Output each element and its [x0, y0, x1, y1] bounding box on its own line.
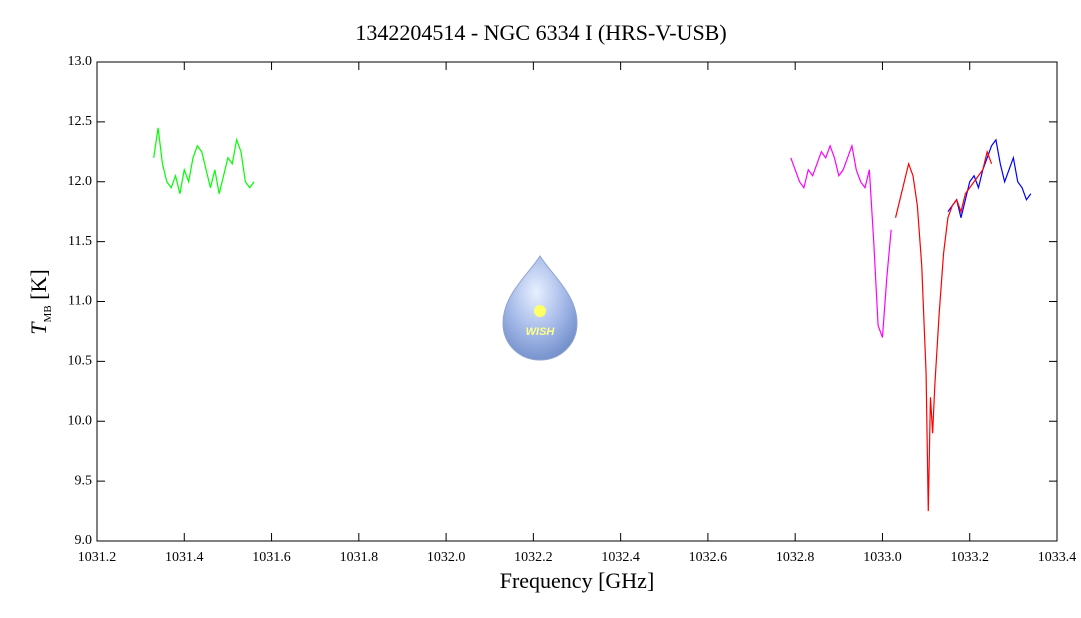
x-tick-label: 1031.8 [340, 550, 379, 565]
x-tick-label: 1031.4 [165, 550, 204, 565]
x-tick-label: 1032.2 [514, 550, 553, 565]
spectrum-line [790, 143, 892, 338]
y-label-subscript: MB [42, 305, 54, 322]
plot-frame [96, 61, 1058, 542]
y-axis-label: TMB [K] [26, 269, 54, 334]
x-tick-label: 1033.0 [863, 550, 902, 565]
x-axis-label: Frequency [GHz] [500, 568, 655, 593]
x-tick-label: 1032.8 [776, 550, 815, 565]
x-tick-label: 1033.2 [950, 550, 989, 565]
x-tick-label: 1032.4 [601, 550, 640, 565]
y-tick-label: 11.0 [68, 294, 92, 309]
x-tick-label: 1032.0 [427, 550, 466, 565]
logo-star [534, 305, 546, 317]
y-tick-label: 10.5 [68, 354, 93, 369]
y-tick-label: 12.5 [68, 114, 93, 129]
spectrum-line [947, 138, 1032, 218]
y-tick-label: 9.5 [75, 473, 93, 488]
x-tick-label: 1031.2 [78, 550, 117, 565]
y-tick-label: 11.5 [68, 234, 92, 249]
plot-area: 1031.2 1031.4 1031.6 1031.8 1032.0 1032.2 1032… [68, 54, 1077, 565]
y-tick-label: 10.0 [68, 413, 93, 428]
logo-text: WISH [526, 326, 556, 338]
y-tick-label: 9.0 [75, 533, 93, 548]
x-tick-label: 1031.6 [252, 550, 291, 565]
y-tick-label: 13.0 [68, 54, 93, 69]
wish-logo: WISH [502, 255, 578, 361]
y-label-symbol: T [26, 321, 51, 335]
y-tick-label: 12.0 [68, 174, 93, 189]
x-tick-label: 1033.4 [1038, 550, 1077, 565]
spectrum-line [153, 127, 255, 194]
x-tick-label: 1032.6 [689, 550, 728, 565]
spectrum-line [894, 149, 993, 512]
chart-title: 1342204514 - NGC 6334 I (HRS-V-USB) [355, 20, 726, 45]
y-label-unit: [K] [26, 269, 51, 300]
